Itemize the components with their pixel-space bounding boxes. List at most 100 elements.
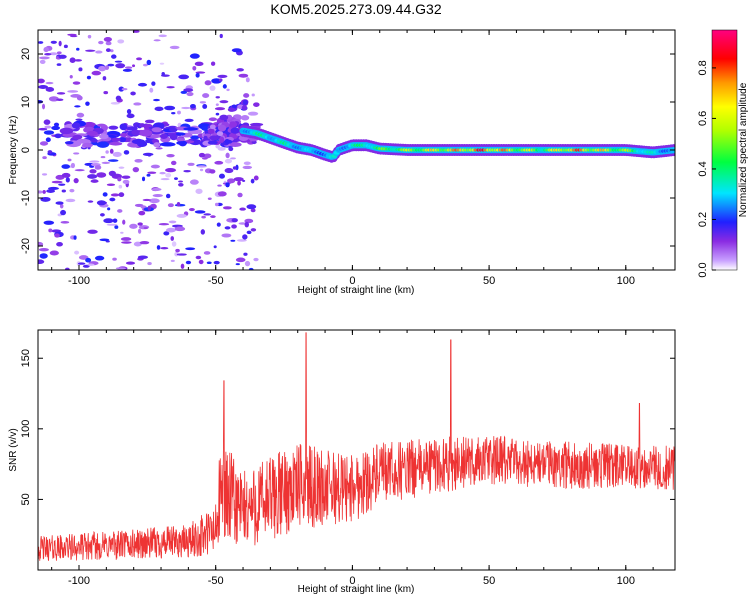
heatmap-blob (231, 224, 237, 229)
heatmap-blob (175, 132, 186, 136)
y-tick-label: 20 (20, 48, 32, 60)
heatmap-blob (38, 41, 44, 44)
heatmap-blob (248, 267, 254, 270)
heatmap-blob (246, 230, 252, 235)
heatmap-blob (101, 161, 111, 165)
heatmap-blob (180, 90, 188, 94)
heatmap-blob (108, 159, 119, 162)
heatmap-blob (213, 245, 217, 249)
heatmap-blob (132, 30, 140, 33)
heatmap-blob (189, 179, 199, 185)
heatmap-blob (187, 162, 195, 166)
heatmap-blob (108, 125, 119, 130)
heatmap-blob (55, 201, 64, 205)
heatmap-blob (121, 241, 132, 244)
heatmap-blob (50, 40, 57, 44)
heatmap-blob (42, 189, 46, 194)
heatmap-blob (111, 137, 121, 143)
heatmap-blob (190, 135, 200, 140)
heatmap-blob (253, 102, 260, 107)
heatmap-blob (229, 121, 238, 128)
heatmap-blob (171, 241, 177, 247)
heatmap-blob (178, 74, 190, 80)
heatmap-blob (163, 231, 170, 236)
heatmap-blob (215, 112, 220, 116)
heatmap-blob (132, 166, 140, 173)
heatmap-blob (45, 86, 55, 92)
heatmap-blob (253, 175, 259, 181)
heatmap-blob (139, 129, 153, 137)
heatmap-blob (243, 161, 251, 166)
heatmap-blob (198, 259, 204, 265)
heatmap-blob (207, 140, 218, 145)
heatmap-blob (169, 133, 178, 141)
heatmap-blob (250, 178, 255, 184)
snr-y-label: SNR (v/v) (8, 428, 19, 471)
y-tick-label: 50 (20, 493, 32, 505)
heatmap-blob (243, 93, 250, 98)
heatmap-blob (117, 209, 123, 213)
heatmap-blob (56, 63, 62, 66)
heatmap-blob (74, 250, 80, 255)
heatmap-blob (203, 251, 211, 255)
heatmap-blob (86, 130, 98, 136)
heatmap-blob (216, 222, 221, 227)
heatmap-blob (100, 155, 106, 159)
heatmap-blob (217, 74, 228, 78)
heatmap-blob (58, 54, 67, 59)
heatmap-blob (153, 39, 161, 42)
heatmap-blob (143, 227, 148, 230)
heatmap-blob (87, 229, 98, 234)
heatmap-blob (45, 81, 54, 85)
heatmap-blob (189, 53, 200, 59)
heatmap-blob (208, 117, 218, 122)
heatmap-blob (82, 264, 90, 268)
colorbar-tick-label: 0.6 (697, 111, 709, 126)
snr-x-label: Height of straight line (km) (298, 584, 415, 595)
heatmap-blob (146, 59, 152, 66)
heatmap-blob (58, 183, 66, 186)
heatmap-blob (158, 223, 170, 226)
heatmap-blob (222, 206, 232, 210)
heatmap-blob (121, 175, 131, 179)
heatmap-blob (137, 255, 149, 260)
heatmap-blob (133, 102, 142, 106)
heatmap-blob (195, 73, 200, 78)
y-tick-label: -10 (20, 190, 32, 206)
heatmap-blob (217, 147, 226, 151)
heatmap-blob (114, 225, 119, 229)
heatmap-blob (243, 252, 248, 256)
heatmap-blob (175, 248, 180, 253)
heatmap-blob (150, 134, 163, 138)
heatmap-blob (178, 183, 184, 187)
heatmap-blob (75, 118, 83, 121)
heatmap-blob (126, 113, 135, 119)
heatmap-blob (85, 257, 92, 263)
heatmap-blob (189, 138, 202, 146)
heatmap-blob (56, 98, 64, 102)
heatmap-blob (194, 210, 206, 214)
heatmap-blob (123, 150, 130, 155)
heatmap-blob (87, 174, 98, 179)
heatmap-blob (106, 183, 116, 187)
heatmap-blob (64, 267, 70, 270)
heatmap-blob (227, 178, 236, 184)
heatmap-blob (219, 136, 225, 143)
heatmap-blob (171, 111, 176, 115)
heatmap-blob (76, 47, 80, 51)
heatmap-blob (105, 41, 112, 46)
heatmap-blob (38, 248, 49, 252)
heatmap-blob (151, 81, 156, 86)
heatmap-blob (147, 205, 151, 211)
heatmap-blob (73, 152, 80, 155)
heatmap-blob (230, 239, 236, 242)
heatmap-blob (203, 213, 212, 216)
y-tick-label: 0 (20, 147, 32, 153)
heatmap-blob (247, 111, 259, 116)
heatmap-blob (210, 215, 216, 219)
heatmap-blob (72, 81, 81, 85)
heatmap-blob (158, 34, 167, 38)
heatmap-blob (43, 119, 51, 125)
heatmap-blob (224, 139, 230, 144)
x-tick-label: 50 (483, 575, 495, 587)
